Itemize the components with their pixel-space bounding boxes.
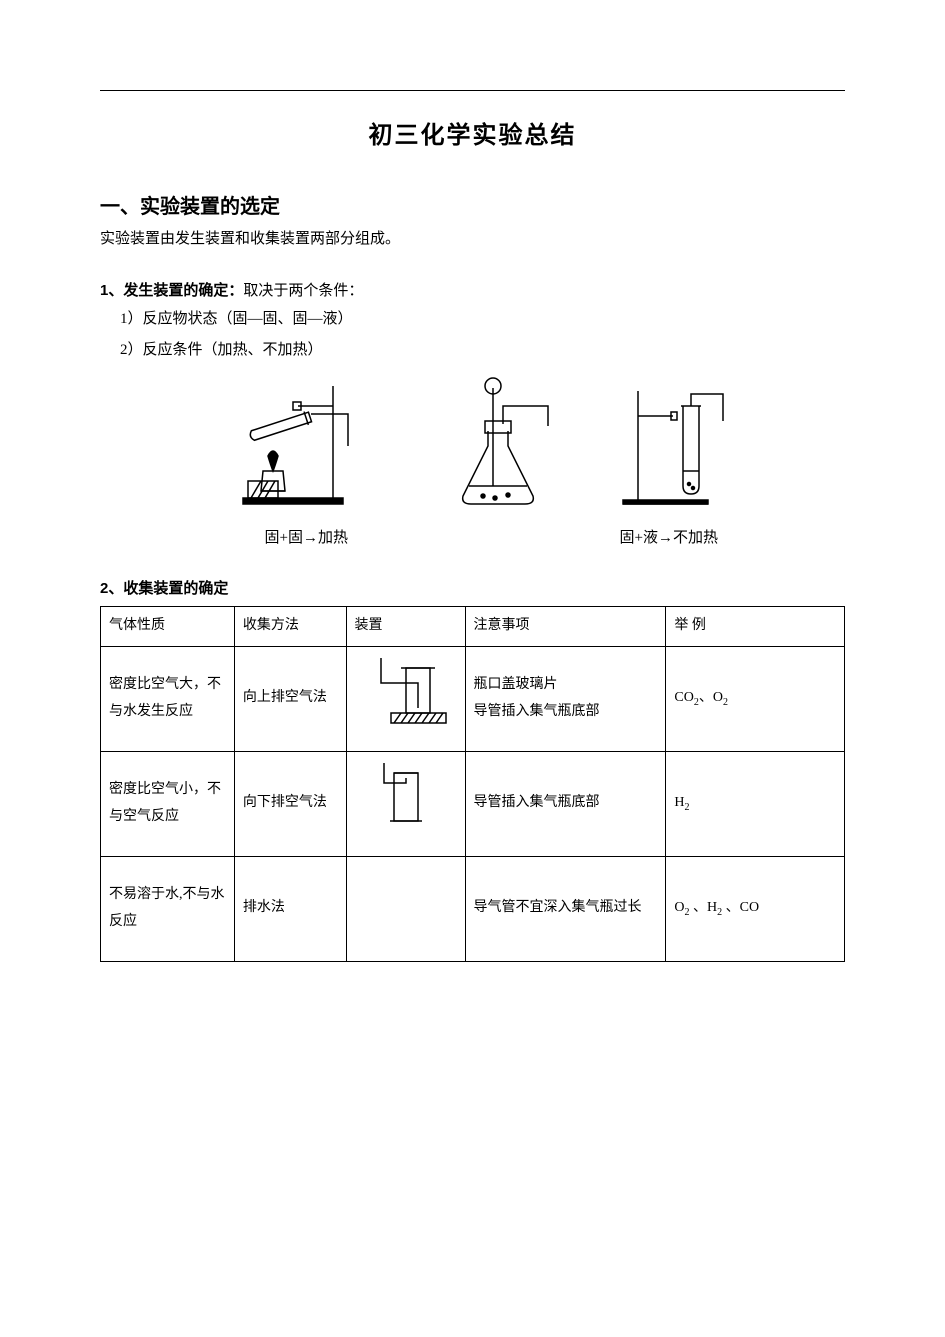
- subsection-1-heading: 1、发生装置的确定：取决于两个条件：: [100, 279, 845, 300]
- subsection-1-heading-rest: 取决于两个条件：: [243, 283, 363, 299]
- table-cell-notes: 导管插入集气瓶底部: [465, 751, 666, 856]
- top-horizontal-rule: [100, 90, 845, 91]
- table-cell-property: 不易溶于水,不与水反应: [101, 856, 235, 961]
- collection-methods-table: 气体性质 收集方法 装置 注意事项 举 例 密度比空气大，不与水发生反应 向上排…: [100, 606, 845, 962]
- table-header-examples: 举 例: [666, 607, 845, 647]
- table-cell-method: 向上排空气法: [234, 646, 346, 751]
- table-cell-device: [346, 856, 465, 961]
- table-cell-property: 密度比空气小，不与空气反应: [101, 751, 235, 856]
- table-row: 密度比空气小，不与空气反应 向下排空气法: [101, 751, 845, 856]
- subsection-1-heading-bold: 1、发生装置的确定：: [100, 282, 243, 299]
- apparatus-flask-diagram: [433, 376, 563, 516]
- figure-caption-1: 固+固→加热: [100, 526, 473, 547]
- section-1-heading: 一、实验装置的选定: [100, 190, 845, 219]
- table-cell-examples: CO2、O2: [666, 646, 845, 751]
- table-cell-device: [346, 751, 465, 856]
- table-cell-examples: H2: [666, 751, 845, 856]
- table-cell-notes: 导气管不宜深入集气瓶过长: [465, 856, 666, 961]
- upward-air-displacement-icon: [361, 653, 451, 733]
- table-cell-notes: 瓶口盖玻璃片导管插入集气瓶底部: [465, 646, 666, 751]
- subsection-1-item-1: 1）反应物状态（固—固、固—液）: [120, 306, 845, 333]
- table-header-row: 气体性质 收集方法 装置 注意事项 举 例: [101, 607, 845, 647]
- table-row: 不易溶于水,不与水反应 排水法 导气管不宜深入集气瓶过长 O2 、H2 、CO: [101, 856, 845, 961]
- page: 初三化学实验总结 一、实验装置的选定 实验装置由发生装置和收集装置两部分组成。 …: [0, 0, 945, 1337]
- table-cell-examples: O2 、H2 、CO: [666, 856, 845, 961]
- subsection-1-item-2: 2）反应条件（加热、不加热）: [120, 337, 845, 364]
- document-title: 初三化学实验总结: [100, 115, 845, 150]
- apparatus-figure-row: [100, 376, 845, 516]
- table-header-method: 收集方法: [234, 607, 346, 647]
- subsection-2-heading: 2、收集装置的确定: [100, 577, 845, 598]
- table-row: 密度比空气大，不与水发生反应 向上排空气法: [101, 646, 845, 751]
- table-header-notes: 注意事项: [465, 607, 666, 647]
- downward-air-displacement-icon: [376, 758, 436, 838]
- figure-captions: 固+固→加热 固+液→不加热: [100, 526, 845, 547]
- figure-caption-2: 固+液→不加热: [473, 526, 846, 547]
- section-1-intro: 实验装置由发生装置和收集装置两部分组成。: [100, 227, 845, 251]
- table-cell-method: 向下排空气法: [234, 751, 346, 856]
- apparatus-testtube-stand-diagram: [613, 376, 733, 516]
- table-header-device: 装置: [346, 607, 465, 647]
- table-cell-property: 密度比空气大，不与水发生反应: [101, 646, 235, 751]
- subsection-2-heading-bold: 2、收集装置的确定: [100, 580, 228, 597]
- table-header-property: 气体性质: [101, 607, 235, 647]
- table-cell-method: 排水法: [234, 856, 346, 961]
- apparatus-heating-diagram: [213, 376, 383, 516]
- table-cell-device: [346, 646, 465, 751]
